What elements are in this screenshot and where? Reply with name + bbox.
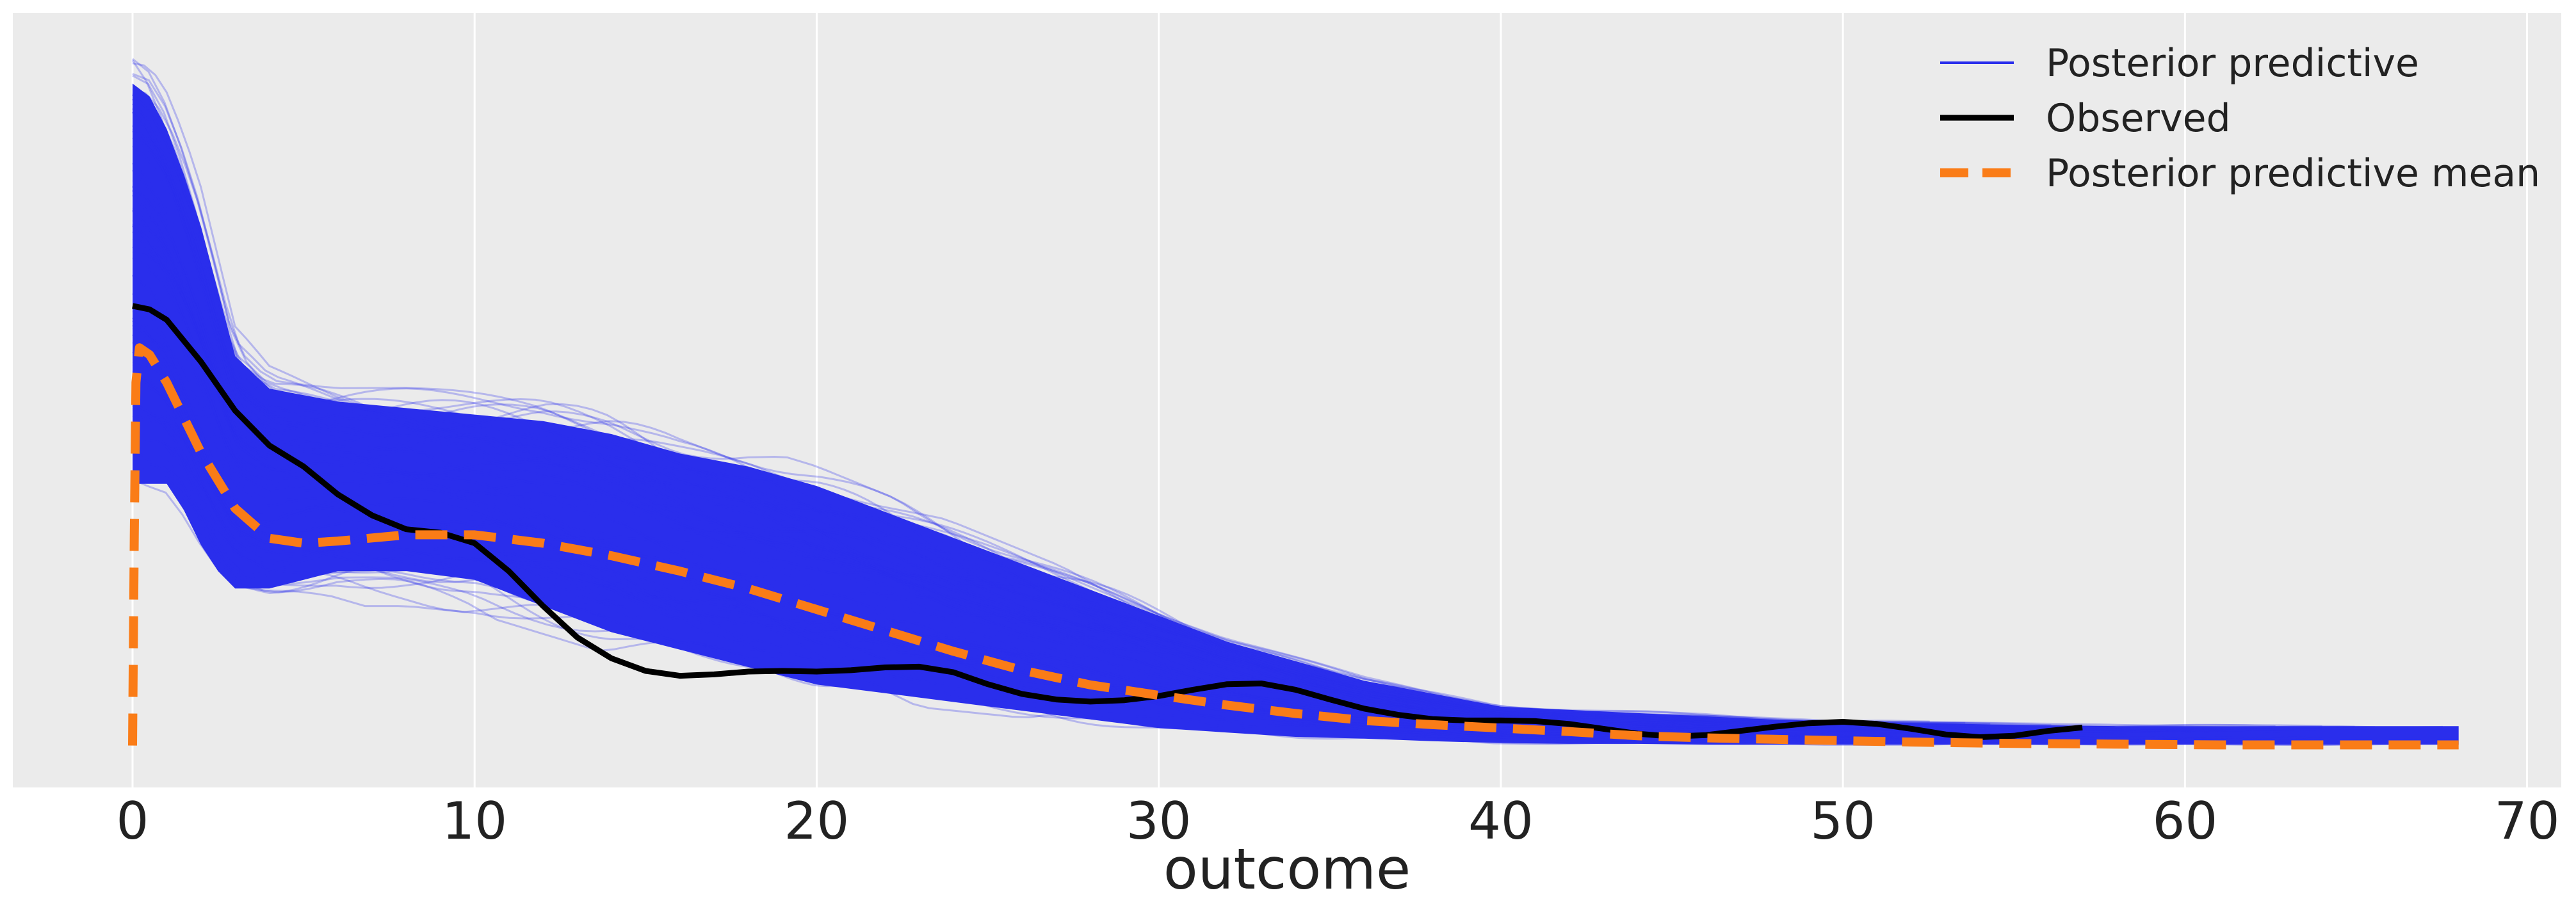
x-axis-label: outcome xyxy=(1163,836,1411,902)
x-tick-label: 30 xyxy=(1126,791,1192,851)
posterior-predictive-sample xyxy=(132,359,1859,741)
posterior-predictive-sample xyxy=(132,88,1991,725)
posterior-predictive-sample xyxy=(132,246,2183,734)
posterior-predictive-sample xyxy=(131,230,1994,734)
x-tick-label: 50 xyxy=(1810,791,1875,851)
posterior-predictive-sample xyxy=(131,111,2367,734)
posterior-predictive-sample xyxy=(131,162,2043,730)
x-tick-label: 10 xyxy=(442,791,507,851)
posterior-predictive-sample xyxy=(132,143,1938,727)
x-ticks: 0 10 20 30 40 50 60 70 xyxy=(117,791,2560,851)
posterior-predictive-sample xyxy=(132,336,2438,740)
posterior-predictive-sample xyxy=(132,219,2152,734)
posterior-predictive-sample xyxy=(132,306,1976,736)
posterior-predictive-sample xyxy=(132,207,1708,718)
posterior-predictive-sample xyxy=(132,223,1968,734)
posterior-predictive-sample xyxy=(132,147,1938,727)
posterior-predictive-sample xyxy=(132,73,2408,732)
x-tick-label: 70 xyxy=(2495,791,2560,851)
posterior-predictive-sample xyxy=(132,444,2427,746)
posterior-predictive-sample xyxy=(132,415,2365,746)
posterior-predictive-sample xyxy=(132,327,2009,741)
posterior-predictive-sample xyxy=(131,108,2052,727)
posterior-predictive-sample xyxy=(132,225,2189,735)
posterior-predictive-sample xyxy=(131,60,2096,730)
posterior-predictive-sample xyxy=(132,62,1728,720)
posterior-predictive-sample xyxy=(132,246,1847,732)
x-tick-label: 40 xyxy=(1468,791,1534,851)
posterior-predictive-sample xyxy=(132,74,2322,732)
posterior-predictive-sample xyxy=(132,92,2052,728)
grid-lines xyxy=(131,13,2529,787)
legend-posterior-predictive-mean-label: Posterior predictive mean xyxy=(2046,151,2540,196)
plot-background xyxy=(13,13,2561,787)
posterior-predictive-sample xyxy=(132,184,2001,734)
posterior-predictive-sample xyxy=(131,98,2276,729)
posterior-predictive-mean-line xyxy=(128,343,2459,750)
legend: Posterior predictive Observed Posterior pr… xyxy=(1940,41,2540,196)
posterior-predictive-sample xyxy=(132,250,1720,727)
posterior-predictive-sample xyxy=(131,209,1750,729)
legend-posterior-predictive-label: Posterior predictive xyxy=(2046,41,2419,86)
posterior-predictive-sample xyxy=(131,186,1671,718)
x-tick-label: 20 xyxy=(784,791,850,851)
posterior-predictive-sample xyxy=(132,415,1683,742)
posterior-predictive-sample xyxy=(131,194,2191,734)
posterior-predictive-sample xyxy=(131,317,1997,734)
posterior-predictive-sample xyxy=(131,124,1930,723)
posterior-predictive-sample xyxy=(132,404,1724,745)
posterior-predictive-sample xyxy=(131,225,1895,733)
posterior-predictive-sample xyxy=(131,189,2058,734)
x-tick-label: 0 xyxy=(117,791,149,851)
posterior-predictive-sample xyxy=(132,376,1991,739)
posterior-predictive-sample xyxy=(132,210,1770,726)
posterior-predictive-sample xyxy=(132,338,1999,738)
posterior-predictive-sample xyxy=(132,145,1916,725)
posterior-predictive-sample xyxy=(132,274,2392,734)
posterior-predictive-sample xyxy=(132,255,2176,734)
posterior-predictive-sample xyxy=(132,179,2322,733)
legend-observed-label: Observed xyxy=(2046,96,2231,141)
posterior-predictive-sample xyxy=(132,128,1966,725)
posterior-predictive-sample xyxy=(132,58,2376,729)
posterior-predictive-sample xyxy=(132,403,2068,742)
posterior-predictive-sample xyxy=(131,111,1729,724)
posterior-predictive-sample xyxy=(132,405,2185,743)
x-tick-label: 60 xyxy=(2152,791,2217,851)
observed-line xyxy=(132,303,2083,740)
posterior-predictive-sample xyxy=(131,94,1794,724)
posterior-predictive-sample xyxy=(131,169,2064,735)
posterior-predictive-sample xyxy=(131,93,2355,729)
series-lines xyxy=(128,303,2459,750)
